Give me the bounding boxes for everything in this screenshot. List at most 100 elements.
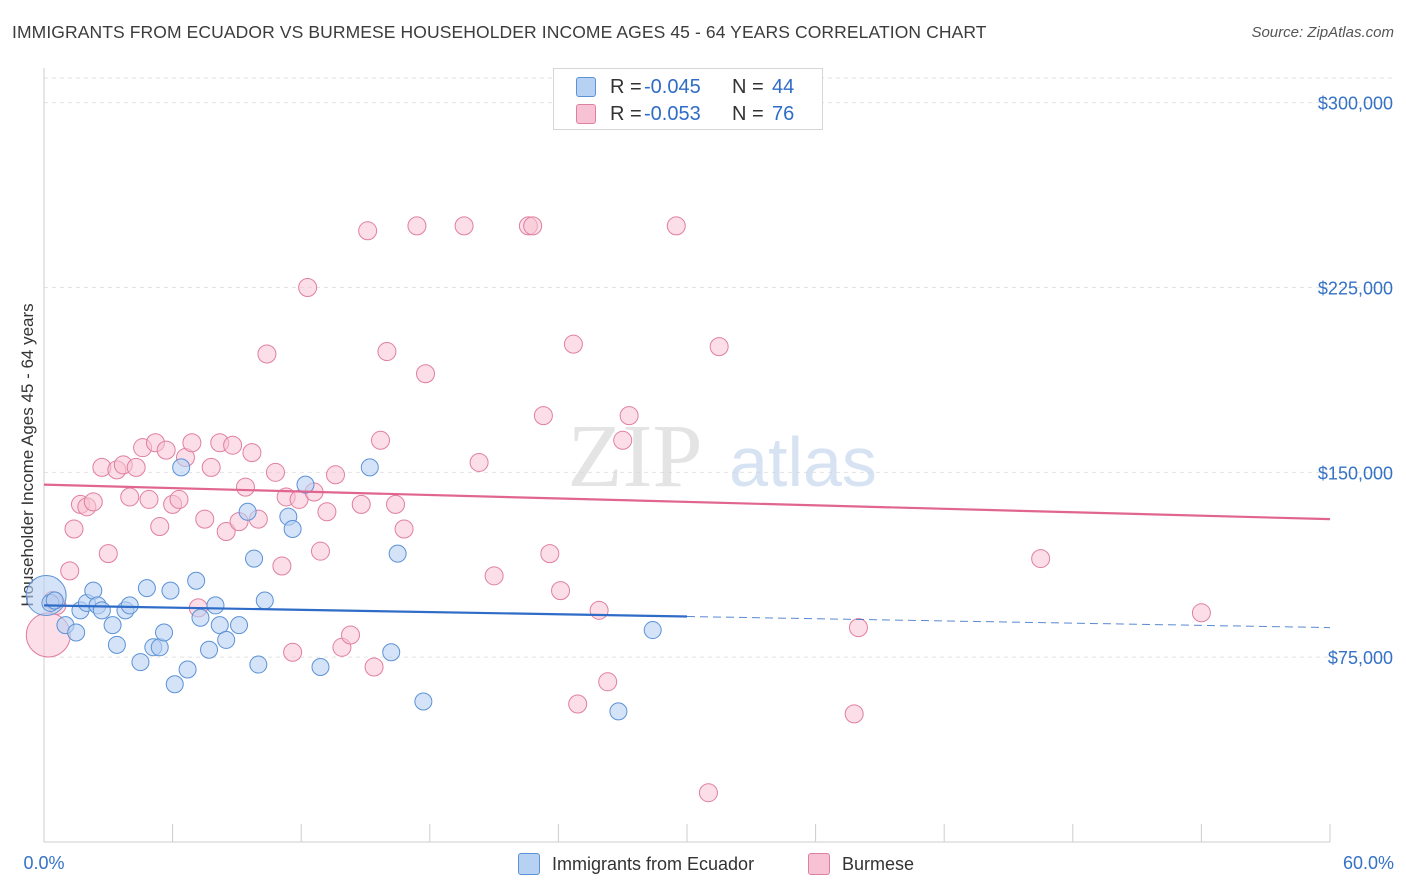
ecuador-point <box>67 623 86 642</box>
burmese-point <box>195 509 215 529</box>
burmese-point <box>709 337 729 357</box>
ecuador-point <box>206 596 225 615</box>
r-label: R = <box>610 102 642 125</box>
legend-label-ecuador: Immigrants from Ecuador <box>552 853 755 874</box>
burmese-point <box>698 783 718 803</box>
ecuador-swatch <box>576 77 596 97</box>
ecuador-point <box>137 579 156 598</box>
series-legend: Immigrants from Ecuador Burmese <box>0 850 1406 878</box>
burmese-point <box>666 216 686 236</box>
burmese-point <box>265 462 285 482</box>
ecuador-point <box>103 616 122 635</box>
source-credit: Source: ZipAtlas.com <box>1251 24 1394 41</box>
burmese-point <box>358 221 378 241</box>
ecuador-point <box>172 458 191 477</box>
ecuador-point <box>200 640 219 659</box>
burmese-point <box>120 487 140 507</box>
ecuador-point <box>643 621 662 640</box>
ecuador-point <box>187 571 206 590</box>
ecuador-point <box>382 643 401 662</box>
legend-item-burmese: Burmese <box>808 850 914 878</box>
ecuador-point <box>414 692 433 711</box>
burmese-point <box>257 344 277 364</box>
burmese-point <box>619 406 639 426</box>
burmese-point <box>340 625 360 645</box>
burmese-point <box>598 672 618 692</box>
burmese-point <box>351 494 371 514</box>
burmese-point <box>242 443 262 463</box>
tick-labels: $75,000 $150,000 $225,000 $300,000 0.0% 60.0% <box>23 94 1394 873</box>
ecuador-legend-swatch <box>518 853 540 875</box>
burmese-point <box>386 494 406 514</box>
ecuador-point <box>255 591 274 610</box>
ecuador-point <box>165 675 184 694</box>
chart-title: IMMIGRANTS FROM ECUADOR VS BURMESE HOUSE… <box>12 22 987 42</box>
burmese-point <box>310 541 330 561</box>
ecuador-point <box>120 596 139 615</box>
legend-label-burmese: Burmese <box>842 853 915 874</box>
burmese-point <box>469 452 489 472</box>
burmese-point <box>454 216 474 236</box>
ecuador-point <box>283 520 302 539</box>
r-value: -0.053 <box>644 102 701 125</box>
y-tick-label: $225,000 <box>1318 278 1393 298</box>
burmese-point <box>540 544 560 564</box>
burmese-point <box>484 566 504 586</box>
ecuador-point <box>217 630 236 649</box>
x-tick-label: 60.0% <box>1343 853 1394 873</box>
ecuador-point <box>155 623 174 642</box>
burmese-point <box>394 519 414 539</box>
burmese-point <box>551 581 571 601</box>
watermark-zip: ZIP <box>568 407 703 506</box>
n-label: N = <box>732 75 764 98</box>
watermark: ZIP atlas <box>568 407 877 506</box>
burmese-point <box>139 489 159 509</box>
ecuador-point <box>230 616 249 635</box>
burmese-point <box>613 430 633 450</box>
n-value: 76 <box>772 102 795 125</box>
ecuador-point <box>609 702 628 721</box>
ecuador-point <box>131 653 150 672</box>
axes <box>43 68 1331 843</box>
burmese-point <box>1031 549 1051 569</box>
burmese-point <box>371 430 391 450</box>
burmese-point <box>60 561 80 581</box>
ecuador-trend-extension <box>686 615 1331 629</box>
burmese-point <box>848 618 868 638</box>
burmese-swatch <box>576 104 596 124</box>
ecuador-point <box>360 458 379 477</box>
burmese-point <box>83 492 103 512</box>
burmese-point <box>563 334 583 354</box>
burmese-point <box>1191 603 1211 623</box>
burmese-point <box>98 544 118 564</box>
burmese-point <box>156 440 176 460</box>
watermark-atlas: atlas <box>729 423 877 501</box>
ecuador-point <box>107 635 126 654</box>
trend-lines <box>43 483 1331 629</box>
burmese-point <box>150 517 170 537</box>
burmese-point <box>64 519 84 539</box>
r-label: R = <box>610 75 642 98</box>
ecuador-point <box>388 544 407 563</box>
burmese-point <box>235 477 255 497</box>
burmese-point <box>523 216 543 236</box>
ecuador-point <box>245 549 264 568</box>
burmese-trend-line <box>43 483 1331 521</box>
burmese-point <box>201 457 221 477</box>
burmese-point <box>283 642 303 662</box>
correlation-legend: R = -0.045 N = 44 R = -0.053 N = 76 <box>553 68 823 130</box>
burmese-point <box>416 364 436 384</box>
ecuador-point <box>161 581 180 600</box>
burmese-point <box>844 704 864 724</box>
x-tick-label: 0.0% <box>23 853 64 873</box>
burmese-point <box>377 342 397 362</box>
legend-row-ecuador: R = -0.045 N = 44 <box>576 74 794 100</box>
burmese-point <box>223 435 243 455</box>
burmese-point <box>317 502 337 522</box>
burmese-point <box>169 489 189 509</box>
ecuador-point <box>191 608 210 627</box>
grid-lines <box>44 77 1392 658</box>
legend-item-ecuador: Immigrants from Ecuador <box>518 850 754 878</box>
burmese-point <box>216 521 236 541</box>
